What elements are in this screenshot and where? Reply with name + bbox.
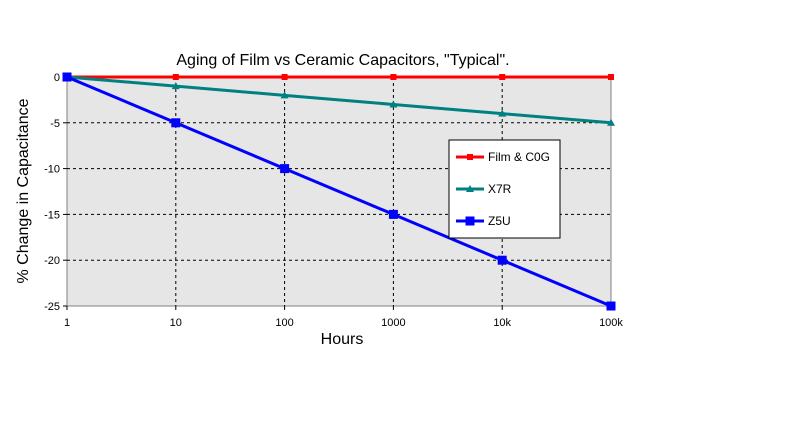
data-point: [607, 118, 615, 126]
y-tick-label: -5: [50, 118, 60, 130]
x-tick-label: 100: [275, 317, 293, 329]
data-point: [497, 255, 507, 265]
x-axis-ticks: 1 10 100 1000 10k 100k: [64, 306, 623, 329]
series-group: [62, 72, 616, 311]
legend-entry-1: X7R: [456, 182, 512, 196]
x-tick-label: 10k: [493, 317, 511, 329]
data-point: [280, 164, 290, 174]
data-point: [499, 74, 506, 80]
data-point: [172, 74, 179, 80]
data-point: [62, 72, 72, 82]
y-tick-label: -25: [44, 301, 60, 313]
chart-title: Aging of Film vs Ceramic Capacitors, "Ty…: [176, 52, 509, 69]
y-axis-label: % Change in Capacitance: [15, 98, 32, 283]
data-point: [390, 74, 397, 80]
x-axis-label: Hours: [321, 331, 364, 348]
y-tick-label: -20: [44, 255, 60, 267]
series-2: [62, 72, 616, 311]
data-point: [171, 118, 181, 128]
legend-marker: [465, 216, 475, 226]
data-point: [281, 74, 288, 80]
y-axis-ticks: 0 -5 -10 -15 -20 -25: [44, 72, 67, 313]
legend-label: Film & C0G: [488, 150, 550, 164]
data-point: [389, 100, 398, 108]
legend-entry-0: Film & C0G: [456, 150, 550, 164]
legend: Film & C0G X7R Z5U: [448, 139, 561, 239]
legend-label: Z5U: [488, 214, 511, 228]
legend-marker: [467, 154, 473, 160]
legend-marker: [466, 185, 474, 192]
x-tick-label: 10: [170, 317, 182, 329]
series-line: [66, 75, 612, 125]
legend-entry-2: Z5U: [456, 214, 511, 228]
series-line: [66, 75, 612, 308]
y-tick-label: -10: [44, 164, 60, 176]
x-tick-label: 1: [64, 317, 70, 329]
data-point: [280, 91, 289, 99]
x-tick-label: 100k: [599, 317, 623, 329]
y-tick-label: -15: [44, 209, 60, 221]
legend-label: X7R: [488, 182, 512, 196]
data-point: [606, 301, 616, 311]
data-point: [498, 109, 507, 117]
data-point: [608, 74, 614, 80]
data-point: [388, 209, 398, 219]
y-tick-label: 0: [54, 72, 60, 84]
data-point: [171, 82, 180, 90]
x-tick-label: 1000: [381, 317, 405, 329]
